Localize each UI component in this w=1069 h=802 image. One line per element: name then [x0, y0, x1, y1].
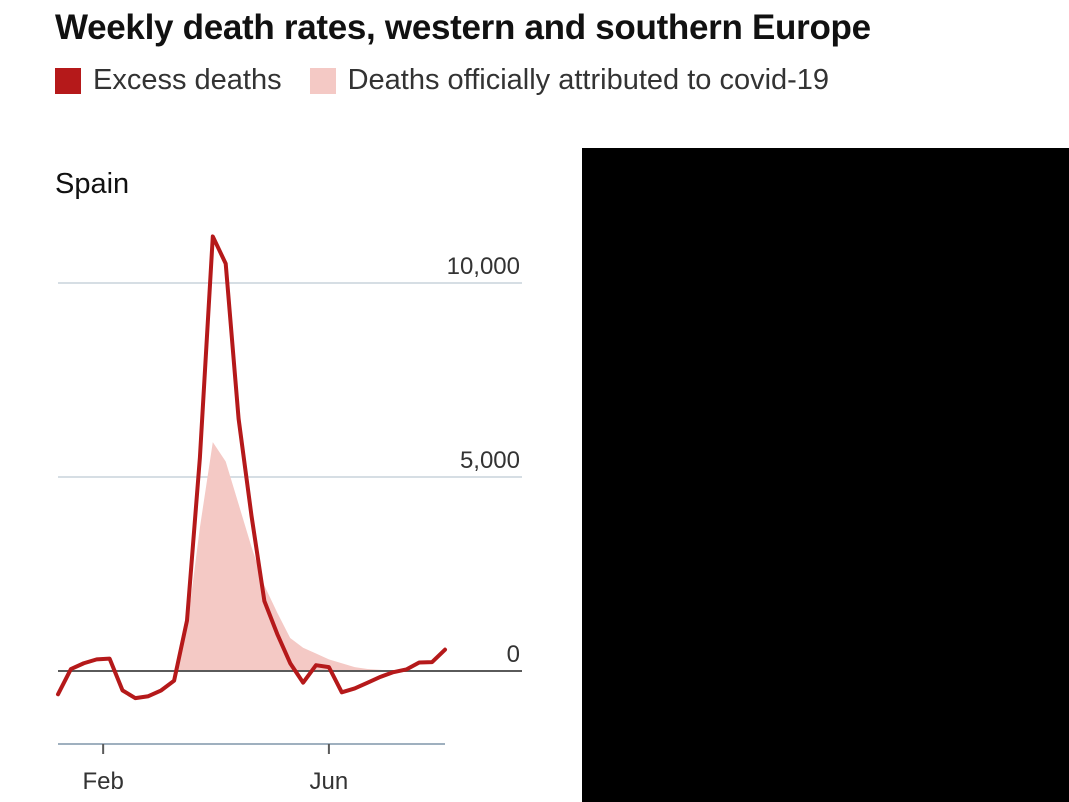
panel-title-spain: Spain — [55, 168, 130, 200]
legend-item-covid: Deaths officially attributed to covid-19 — [309, 64, 830, 97]
x-tick-label: Jun — [310, 768, 349, 795]
legend-item-excess: Excess deaths — [55, 64, 282, 97]
legend-swatch-excess — [55, 67, 81, 94]
excess-deaths-line — [56, 234, 447, 701]
legend-swatch-covid — [309, 67, 336, 94]
y-tick-label: 0 — [507, 641, 520, 668]
x-tick-label: Feb — [82, 768, 123, 795]
y-tick-label: 10,000 — [447, 253, 520, 280]
redacted-panel — [582, 148, 1069, 802]
legend: Excess deaths Deaths officially attribut… — [55, 64, 857, 97]
y-tick-label: 5,000 — [460, 447, 520, 474]
legend-label-excess: Excess deaths — [93, 64, 282, 96]
legend-label-covid: Deaths officially attributed to covid-19 — [347, 64, 830, 96]
spain-chart: 10,000 5,000 0 Feb Jun — [56, 234, 522, 795]
chart-title: Weekly death rates, western and southern… — [55, 8, 871, 47]
covid-deaths-area — [58, 442, 445, 671]
